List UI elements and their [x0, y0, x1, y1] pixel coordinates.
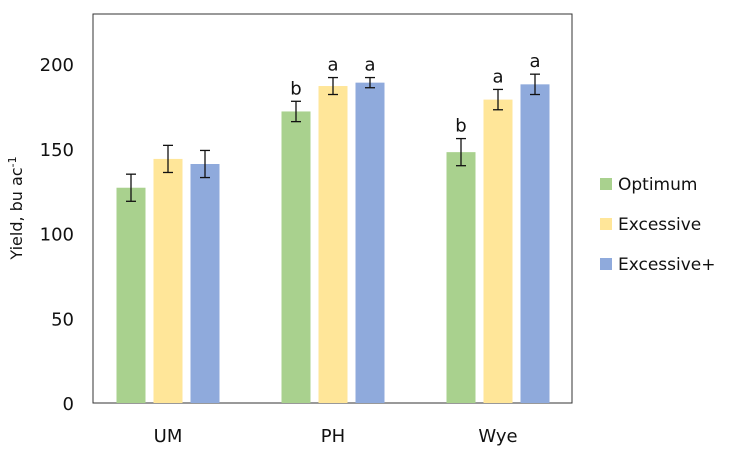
y-tick-label: 100	[40, 225, 74, 246]
bar-PH-Excessive	[318, 86, 348, 403]
significance-letter: b	[290, 78, 301, 99]
significance-letter: a	[364, 55, 375, 76]
x-tick-label: Wye	[478, 426, 517, 447]
y-tick-label: 50	[51, 309, 74, 330]
error-bar	[456, 137, 466, 167]
x-tick-label: PH	[321, 426, 345, 447]
error-bar	[493, 88, 503, 111]
bar-Wye-Excessive+	[520, 84, 550, 403]
error-bar	[291, 100, 301, 123]
significance-letter: a	[327, 55, 338, 76]
bar-PH-Excessive+	[355, 82, 385, 404]
error-bar	[200, 149, 210, 179]
error-bar	[530, 73, 540, 96]
significance-letter: a	[492, 66, 503, 87]
error-bar	[328, 76, 338, 96]
y-tick-label: 0	[63, 394, 74, 415]
bar-UM-Excessive+	[190, 164, 220, 403]
legend-swatch	[600, 218, 612, 230]
y-tick-label: 200	[40, 55, 74, 76]
significance-letter: b	[455, 116, 466, 137]
legend-label: Excessive	[618, 215, 701, 235]
error-bar	[365, 76, 375, 89]
y-axis-label: Yield, bu ac-1	[6, 156, 26, 260]
error-bar	[126, 173, 136, 202]
legend-label: Excessive+	[618, 255, 716, 275]
legend-swatch	[600, 258, 612, 270]
bar-Wye-Optimum	[446, 152, 476, 403]
bar-UM-Optimum	[116, 187, 146, 403]
bar-PH-Optimum	[281, 111, 311, 404]
error-bar	[163, 144, 173, 174]
y-tick-label: 150	[40, 140, 74, 161]
bar-UM-Excessive	[153, 158, 183, 403]
x-tick-label: UM	[154, 426, 183, 447]
legend-label: Optimum	[618, 175, 697, 195]
bar-Wye-Excessive	[483, 99, 513, 403]
legend-swatch	[600, 178, 612, 190]
significance-letter: a	[529, 51, 540, 72]
